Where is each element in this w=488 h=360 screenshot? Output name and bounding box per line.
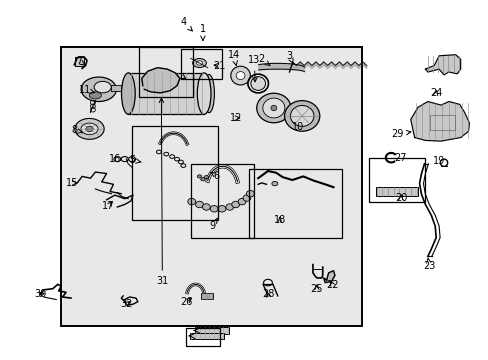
Ellipse shape [196,61,202,65]
Ellipse shape [236,72,244,80]
Ellipse shape [202,204,210,210]
Ellipse shape [89,92,102,99]
Ellipse shape [86,126,93,131]
Text: 11: 11 [79,85,95,95]
Text: 6: 6 [210,171,219,181]
Text: 2: 2 [258,54,269,66]
Bar [190,164,254,238]
Ellipse shape [290,105,313,126]
Text: 15: 15 [66,178,79,188]
Ellipse shape [246,190,254,197]
Text: 24: 24 [429,88,442,98]
Bar [249,169,342,238]
Bar [61,47,361,326]
Ellipse shape [271,181,277,186]
Bar [128,73,204,114]
Bar [181,49,222,79]
Ellipse shape [75,118,104,139]
Ellipse shape [225,204,233,210]
Ellipse shape [256,93,290,123]
Ellipse shape [218,206,225,212]
Text: 10: 10 [291,122,304,132]
Polygon shape [410,102,468,141]
Text: 23: 23 [422,258,435,271]
Text: 5: 5 [129,155,141,165]
Text: 16: 16 [108,154,121,164]
Bar [75,57,84,66]
Text: 3: 3 [286,51,293,64]
Text: 14: 14 [227,50,240,66]
Text: 17: 17 [102,201,115,211]
Ellipse shape [284,100,319,131]
Bar [189,333,224,339]
Ellipse shape [195,201,203,208]
Text: 12: 12 [229,113,242,123]
Text: 19: 19 [432,156,445,166]
Text: 4: 4 [180,17,192,31]
Ellipse shape [204,175,208,179]
Ellipse shape [231,201,239,208]
Text: 9: 9 [209,218,217,231]
Bar [375,187,417,196]
Text: 29: 29 [390,129,410,139]
Text: 31: 31 [156,98,168,286]
Text: 28: 28 [261,289,274,300]
Bar [139,47,193,97]
Ellipse shape [192,58,206,68]
Ellipse shape [201,177,205,181]
Text: 21: 21 [212,60,225,71]
Ellipse shape [263,98,285,118]
Ellipse shape [81,77,116,102]
Text: 25: 25 [310,284,323,294]
Bar [201,293,212,299]
Polygon shape [258,63,304,72]
Bar [429,115,454,130]
Polygon shape [425,55,460,75]
Polygon shape [142,68,180,93]
Text: 22: 22 [325,280,338,290]
Bar [111,85,121,91]
Text: 26: 26 [180,297,193,307]
Ellipse shape [122,73,135,114]
Polygon shape [292,62,366,68]
Text: 27: 27 [393,153,406,163]
Ellipse shape [210,206,218,212]
Ellipse shape [197,73,211,114]
Text: 20: 20 [394,193,407,203]
Text: 1: 1 [200,24,205,40]
Ellipse shape [230,66,250,85]
Text: 32: 32 [120,299,132,309]
Ellipse shape [203,75,214,113]
Ellipse shape [238,198,245,205]
Bar [194,327,228,334]
Ellipse shape [94,81,111,93]
Text: 7: 7 [76,56,85,66]
Ellipse shape [243,195,250,201]
Text: 8: 8 [71,125,82,135]
Ellipse shape [250,77,265,90]
Text: 30: 30 [34,289,46,300]
Ellipse shape [197,175,202,178]
Bar [132,126,217,220]
Polygon shape [323,271,334,283]
Bar [368,158,425,202]
Text: 13: 13 [247,55,260,82]
Ellipse shape [81,123,98,135]
Bar [61,47,361,326]
Bar [185,328,220,346]
Text: 18: 18 [273,215,285,225]
Ellipse shape [187,198,195,205]
Ellipse shape [270,105,276,111]
